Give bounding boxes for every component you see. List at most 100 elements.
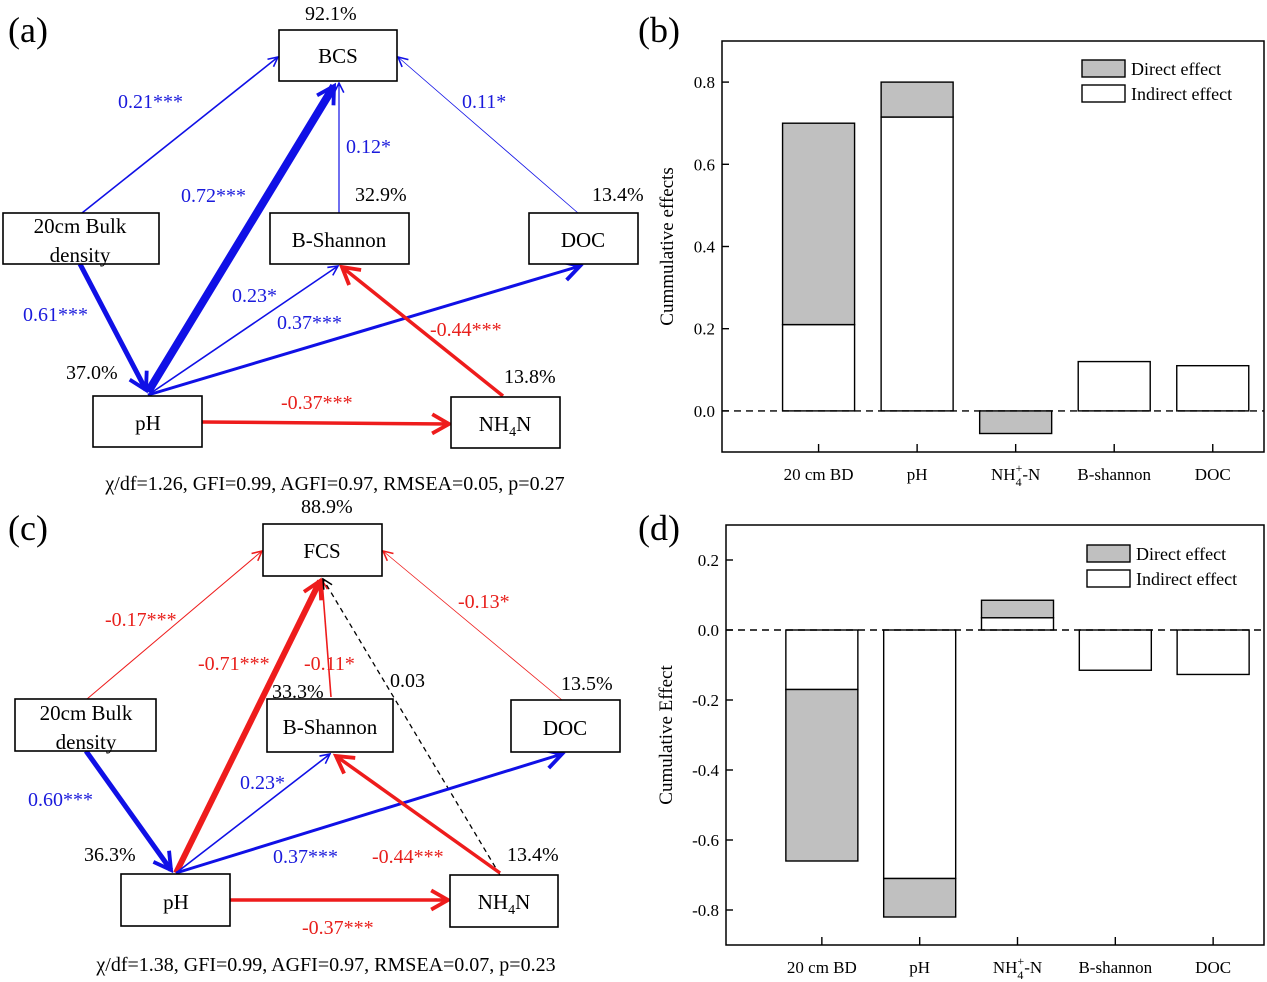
bar-indirect-effect — [1176, 629, 1250, 676]
coef-nh4-bshannon: -0.44*** — [430, 319, 502, 341]
y-tick-label: 0.8 — [694, 73, 715, 92]
edge-bd-to-fcs — [86, 551, 262, 700]
node-bshannon — [269, 212, 410, 265]
node-ph-label: pH — [163, 890, 189, 914]
bar-chart-b: 20 cm BD pH NH4+-N B-shannon DOC 0.0 0.2 0.4 0.6… — [657, 40, 1265, 489]
legend-swatch-direct — [1086, 544, 1131, 563]
legend-label-direct: Direct effect — [1131, 59, 1221, 79]
y-axis-label: Cumulative Effect — [656, 665, 677, 805]
bar-indirect-effect — [781, 323, 856, 412]
legend-label-indirect: Indirect effect — [1131, 84, 1232, 104]
node-doc-label: DOC — [543, 716, 587, 740]
legend-label-indirect: Indirect effect — [1136, 569, 1237, 589]
coef-ph-doc: 0.37*** — [277, 312, 342, 334]
edge-ph-to-bshannon — [147, 266, 338, 396]
coef-ph-doc: 0.37*** — [273, 846, 338, 868]
coef-ph-bshannon: 0.23* — [232, 285, 277, 307]
y-tick-label: -0.8 — [692, 901, 719, 920]
y-tick-label: -0.2 — [692, 691, 719, 710]
edge-bd-to-ph — [83, 749, 174, 874]
node-nh4n — [450, 396, 561, 449]
coef-bd-fcs: -0.17*** — [105, 609, 177, 631]
node-bulk-density-line1: 20cm Bulk — [34, 214, 127, 238]
x-tick-label: pH — [909, 958, 930, 977]
node-doc-label: DOC — [561, 228, 605, 252]
y-tick-label: 0.6 — [694, 155, 715, 174]
edge-ph-to-fcs — [173, 577, 324, 875]
y-tick-label: 0.2 — [694, 320, 715, 339]
plot-frame — [725, 524, 1265, 946]
node-bcs-label: BCS — [318, 44, 358, 68]
y-tick-label: 0.0 — [698, 621, 719, 640]
node-ph — [92, 395, 203, 448]
bar-direct-effect — [980, 599, 1055, 619]
edge-ph-to-doc — [147, 259, 584, 397]
panel-label-c: (c) — [8, 508, 48, 548]
node-nh4n-label: NH4N — [478, 890, 531, 918]
node-bulk-density-line2: density — [50, 243, 111, 267]
edge-ph-to-nh4 — [201, 412, 453, 436]
x-tick-label: pH — [907, 465, 928, 484]
bar-indirect-effect — [882, 629, 957, 880]
fcs-r2: 88.9% — [301, 496, 353, 518]
x-tick-label: NH4+-N — [993, 954, 1042, 982]
coef-doc-bcs: 0.11* — [462, 91, 506, 113]
legend-swatch-indirect — [1086, 569, 1131, 588]
bar-indirect-effect — [785, 629, 859, 691]
legend-swatch-direct — [1081, 59, 1126, 78]
coef-doc-fcs: -0.13* — [458, 591, 510, 613]
node-doc — [510, 699, 621, 753]
bar-direct-effect — [880, 81, 954, 118]
x-tick-label: NH4+-N — [991, 461, 1040, 489]
coef-ph-nh4: -0.37*** — [302, 917, 374, 939]
nh4-r2: 13.4% — [507, 844, 559, 866]
edge-doc-to-bcs — [398, 57, 579, 214]
node-bulk-density — [2, 212, 160, 265]
bar-indirect-effect — [1077, 360, 1151, 412]
coef-nh4-bshannon: -0.44*** — [372, 846, 444, 868]
doc-r2: 13.5% — [561, 673, 613, 695]
node-ph-label: pH — [135, 411, 161, 435]
coef-bd-ph: 0.60*** — [28, 789, 93, 811]
coef-bshannon-fcs: -0.11* — [304, 653, 355, 675]
y-axis-label: Cummulative effects — [657, 167, 678, 325]
path-diagram-a: (a) 92.1% BCS 20cm Bulk density B-Shanno… — [2, 3, 644, 495]
edge-doc-to-fcs — [383, 551, 563, 701]
node-bshannon — [266, 698, 394, 753]
coef-ph-nh4: -0.37*** — [281, 392, 353, 414]
edge-ph-to-bshannon — [175, 754, 330, 874]
node-fcs-label: FCS — [303, 539, 340, 563]
edge-nh4-to-bshannon — [332, 753, 502, 875]
legend-label-direct: Direct effect — [1136, 544, 1226, 564]
node-bulk-density — [14, 698, 157, 752]
x-tick-label: B-shannon — [1077, 465, 1151, 484]
bshannon-r2: 32.9% — [355, 184, 407, 206]
bar-indirect-effect — [880, 116, 954, 412]
bar-indirect-effect — [1078, 629, 1153, 671]
edge-bd-to-bcs — [81, 57, 278, 214]
node-bshannon-label: B-Shannon — [292, 228, 387, 252]
x-tick-label: 20 cm BD — [787, 958, 857, 977]
bar-chart-d: 20 cm BD pH NH4+-N B-shannon DOC -0.8 -0.6 -0.4… — [656, 524, 1265, 982]
edge-ph-to-bcs — [144, 82, 338, 395]
node-ph — [120, 873, 231, 927]
bshannon-r2: 33.3% — [272, 681, 324, 703]
y-tick-label: 0.4 — [694, 238, 716, 257]
coef-ph-bcs: 0.72*** — [181, 185, 246, 207]
node-bcs — [278, 29, 398, 82]
x-tick-label: 20 cm BD — [784, 465, 854, 484]
x-tick-label: B-shannon — [1078, 958, 1152, 977]
coef-bshannon-bcs: 0.12* — [346, 136, 391, 158]
edge-bshannon-to-fcs — [322, 580, 332, 698]
edge-nh4-to-fcs — [323, 579, 501, 876]
y-tick-label: 0.2 — [698, 551, 719, 570]
node-nh4n — [449, 874, 559, 928]
coef-ph-fcs: -0.71*** — [198, 653, 270, 675]
edge-ph-to-doc — [175, 747, 566, 875]
coef-bd-bcs: 0.21*** — [118, 91, 183, 113]
path-diagram-c: (c) 88.9% FCS 20cm Bulk density B-Shanno… — [8, 496, 621, 976]
panel-label-d: (d) — [638, 508, 680, 548]
bar-direct-effect — [882, 877, 957, 918]
y-tick-label: 0.0 — [694, 402, 715, 421]
